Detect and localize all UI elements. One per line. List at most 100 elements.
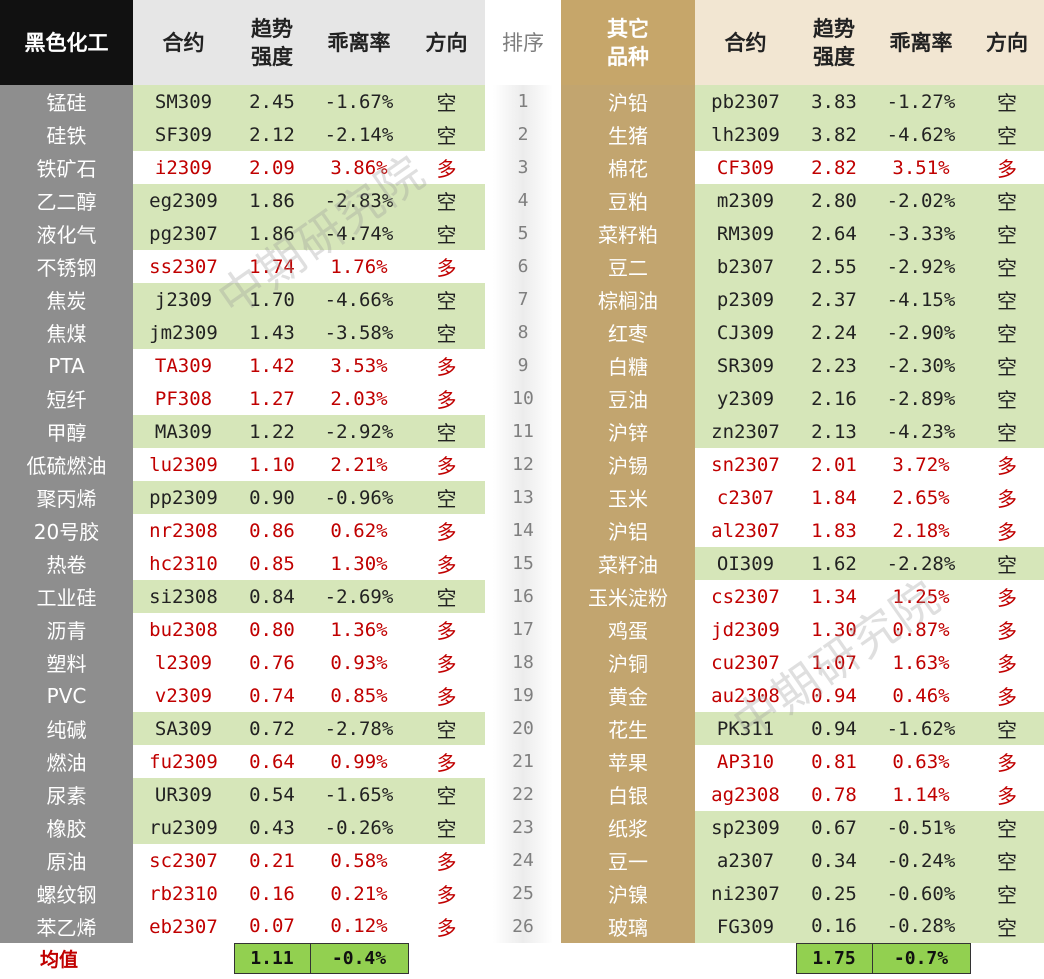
right-direction: 空	[970, 415, 1044, 448]
rank-sep	[553, 217, 561, 250]
left-deviation: 0.21%	[310, 877, 408, 910]
table-row: 低硫燃油 lu2309 1.10 2.21% 多 12 沪锡 sn2307 2.01 3.72% 多	[0, 448, 1044, 481]
right-trend: 0.25	[796, 877, 872, 910]
right-deviation: -1.62%	[872, 712, 970, 745]
left-direction: 空	[408, 85, 485, 118]
right-variety: 沪锡	[561, 448, 695, 481]
left-deviation: 0.62%	[310, 514, 408, 547]
left-deviation: -2.83%	[310, 184, 408, 217]
header-deviation-left: 乖离率	[310, 0, 408, 85]
rank-sep	[485, 646, 493, 679]
rank-sep	[553, 679, 561, 712]
rank-sep	[553, 316, 561, 349]
right-trend: 2.13	[796, 415, 872, 448]
rank-number: 9	[493, 349, 553, 382]
left-trend: 1.86	[234, 217, 310, 250]
right-direction: 空	[970, 250, 1044, 283]
left-variety: 焦煤	[0, 316, 133, 349]
rank-sep	[553, 382, 561, 415]
left-deviation: 0.99%	[310, 745, 408, 778]
rank-sep	[485, 811, 493, 844]
rank-sep	[553, 580, 561, 613]
left-contract: jm2309	[133, 316, 234, 349]
table-row: 不锈钢 ss2307 1.74 1.76% 多 6 豆二 b2307 2.55 -2.92% 空	[0, 250, 1044, 283]
left-variety: PTA	[0, 349, 133, 382]
right-trend: 2.23	[796, 349, 872, 382]
left-contract: MA309	[133, 415, 234, 448]
right-direction: 空	[970, 877, 1044, 910]
left-variety: 焦炭	[0, 283, 133, 316]
right-deviation: -0.24%	[872, 844, 970, 877]
rank-sep	[553, 613, 561, 646]
left-deviation: -2.78%	[310, 712, 408, 745]
left-trend: 0.21	[234, 844, 310, 877]
rank-number: 10	[493, 382, 553, 415]
right-contract: y2309	[695, 382, 796, 415]
rank-number: 1	[493, 85, 553, 118]
average-blank	[493, 943, 553, 973]
left-contract: bu2308	[133, 613, 234, 646]
table-row: 沥青 bu2308 0.80 1.36% 多 17 鸡蛋 jd2309 1.30 0.87% 多	[0, 613, 1044, 646]
right-trend: 1.30	[796, 613, 872, 646]
right-direction: 空	[970, 118, 1044, 151]
right-direction: 多	[970, 481, 1044, 514]
right-variety: 纸浆	[561, 811, 695, 844]
left-variety: 甲醇	[0, 415, 133, 448]
average-blank	[695, 943, 796, 973]
right-trend: 0.34	[796, 844, 872, 877]
right-variety: 豆油	[561, 382, 695, 415]
average-deviation-right: -0.7%	[871, 942, 971, 974]
left-variety: 液化气	[0, 217, 133, 250]
rank-sep	[485, 316, 493, 349]
left-variety: 橡胶	[0, 811, 133, 844]
right-direction: 多	[970, 646, 1044, 679]
rank-sep	[485, 382, 493, 415]
left-variety: 不锈钢	[0, 250, 133, 283]
rank-number: 18	[493, 646, 553, 679]
left-variety: 20号胶	[0, 514, 133, 547]
left-variety: 工业硅	[0, 580, 133, 613]
right-deviation: -2.28%	[872, 547, 970, 580]
average-blank	[553, 943, 561, 973]
left-contract: TA309	[133, 349, 234, 382]
right-contract: zn2307	[695, 415, 796, 448]
left-deviation: 0.12%	[310, 910, 408, 943]
rank-sep	[553, 646, 561, 679]
left-contract: lu2309	[133, 448, 234, 481]
right-deviation: -3.33%	[872, 217, 970, 250]
right-deviation: -4.23%	[872, 415, 970, 448]
right-trend: 1.62	[796, 547, 872, 580]
left-variety: 硅铁	[0, 118, 133, 151]
right-trend: 2.82	[796, 151, 872, 184]
left-direction: 多	[408, 349, 485, 382]
rank-sep	[553, 811, 561, 844]
right-direction: 空	[970, 712, 1044, 745]
left-deviation: -2.69%	[310, 580, 408, 613]
right-contract: a2307	[695, 844, 796, 877]
rank-sep	[485, 283, 493, 316]
right-contract: m2309	[695, 184, 796, 217]
rank-sep	[485, 547, 493, 580]
right-contract: SR309	[695, 349, 796, 382]
left-direction: 多	[408, 514, 485, 547]
right-contract: lh2309	[695, 118, 796, 151]
left-contract: rb2310	[133, 877, 234, 910]
rank-sep	[485, 151, 493, 184]
header-contract-right: 合约	[695, 0, 796, 85]
rank-sep	[553, 151, 561, 184]
left-deviation: 0.85%	[310, 679, 408, 712]
left-variety: 乙二醇	[0, 184, 133, 217]
right-deviation: 3.72%	[872, 448, 970, 481]
average-blank	[408, 943, 485, 973]
left-direction: 多	[408, 382, 485, 415]
header-row: 黑色化工 合约 趋势 强度 乖离率 方向 排序 其它 品种 合约 趋势 强度 乖离率 …	[0, 0, 1044, 85]
rank-sep	[553, 910, 561, 943]
right-contract: sn2307	[695, 448, 796, 481]
rank-sep	[553, 844, 561, 877]
rank-number: 26	[493, 910, 553, 943]
rank-sep	[553, 250, 561, 283]
left-deviation: 2.21%	[310, 448, 408, 481]
left-deviation: -4.66%	[310, 283, 408, 316]
right-deviation: -0.28%	[872, 910, 970, 943]
rank-number: 16	[493, 580, 553, 613]
